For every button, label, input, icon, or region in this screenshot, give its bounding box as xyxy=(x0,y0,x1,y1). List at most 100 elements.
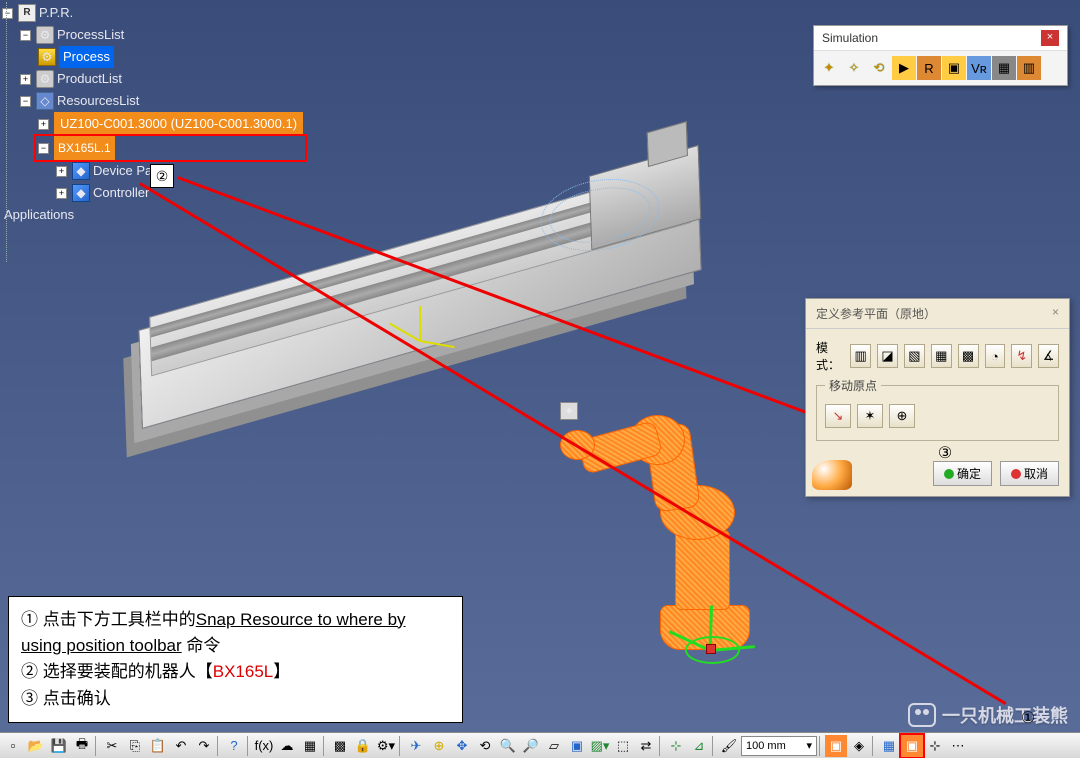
expander-icon[interactable]: + xyxy=(56,166,67,177)
watermark-text: 一只机械工装熊 xyxy=(942,702,1068,728)
fit-all-icon[interactable]: ⊕ xyxy=(428,735,450,757)
sim-record-icon[interactable]: ▦ xyxy=(992,56,1016,80)
cut-icon[interactable]: ✂ xyxy=(101,735,123,757)
tree-root[interactable]: − R P.P.R. xyxy=(0,2,305,24)
mode-angle-icon[interactable]: ∡ xyxy=(1038,344,1059,368)
position-icon[interactable]: ⊹ xyxy=(924,735,946,757)
mode-xz-icon[interactable]: ▧ xyxy=(904,344,925,368)
instruction-box: ① 点击下方工具栏中的Snap Resource to where by usi… xyxy=(8,596,463,723)
controller-icon: ◆ xyxy=(72,184,90,202)
simulation-title: Simulation xyxy=(822,31,878,45)
mode-label: 模式： xyxy=(816,339,844,373)
tree-process[interactable]: ⚙ Process xyxy=(36,46,305,68)
mode-xy-icon[interactable]: ▥ xyxy=(850,344,871,368)
save-icon[interactable]: 💾 xyxy=(48,735,70,757)
compass-icon xyxy=(812,460,852,490)
sim-film-icon[interactable]: ▥ xyxy=(1017,56,1041,80)
mode-yz-icon[interactable]: ◪ xyxy=(877,344,898,368)
hide-show-icon[interactable]: ⬚ xyxy=(612,735,634,757)
cube-icon: ◇ xyxy=(36,92,54,110)
measure-icon[interactable]: ⊿ xyxy=(688,735,710,757)
cancel-button[interactable]: 取消 xyxy=(1000,461,1059,486)
robot-compass-icon[interactable] xyxy=(670,592,750,652)
normal-view-icon[interactable]: ▱ xyxy=(543,735,565,757)
print-icon[interactable]: 🖶 xyxy=(71,735,93,757)
open-icon[interactable]: 📂 xyxy=(25,735,47,757)
move-origin-label: 移动原点 xyxy=(825,377,881,394)
simulation-toolbar: ✦ ✧ ⟲ ▶ R ▣ Vʀ ▦ ▥ xyxy=(814,51,1067,85)
annotation-3: ③ xyxy=(933,441,957,465)
robot-icon: ✦ xyxy=(560,402,578,420)
origin-point-icon[interactable]: ↘ xyxy=(825,404,851,428)
tree-controller[interactable]: + ◆ Controller xyxy=(54,182,305,204)
tree-productlist[interactable]: + ⚙ ProductList xyxy=(18,68,305,90)
gear-icon: ⚙ xyxy=(36,26,54,44)
axis-icon[interactable]: ⊹ xyxy=(665,735,687,757)
swap-icon[interactable]: ⇄ xyxy=(635,735,657,757)
mode-axis-icon[interactable]: ↯ xyxy=(1011,344,1032,368)
sim-teach-icon[interactable]: ✧ xyxy=(842,56,866,80)
tree-productlist-label: ProductList xyxy=(57,68,122,90)
mode-box2-icon[interactable]: ▩ xyxy=(958,344,979,368)
fly-icon[interactable]: ✈ xyxy=(405,735,427,757)
iso-view-icon[interactable]: ▣ xyxy=(566,735,588,757)
instruction-line-3: ③ 点击确认 xyxy=(21,686,450,712)
sim-robot-icon[interactable]: R xyxy=(917,56,941,80)
lock-icon[interactable]: 🔒 xyxy=(352,735,374,757)
resource-icon[interactable]: ▦ xyxy=(878,735,900,757)
tree-uz100[interactable]: + ✦ UZ100-C001.3000 (UZ100-C001.3000.1) xyxy=(36,112,305,136)
sim-task-icon[interactable]: ▣ xyxy=(942,56,966,80)
paste-icon[interactable]: 📋 xyxy=(147,735,169,757)
tree-processlist[interactable]: − ⚙ ProcessList xyxy=(18,24,305,46)
expander-icon[interactable]: − xyxy=(38,143,49,154)
close-icon[interactable]: × xyxy=(1052,305,1059,322)
expander-icon[interactable]: + xyxy=(20,74,31,85)
grid-icon[interactable]: ▩ xyxy=(329,735,351,757)
bottom-toolbar: ▫ 📂 💾 🖶 ✂ ⎘ 📋 ↶ ↷ ? f(x) ☁ ▦ ▩ 🔒 ⚙▾ ✈ ⊕ … xyxy=(0,732,1080,758)
new-icon[interactable]: ▫ xyxy=(2,735,24,757)
pan-icon[interactable]: ✥ xyxy=(451,735,473,757)
origin-offset-icon[interactable]: ⊕ xyxy=(889,404,915,428)
redo-icon[interactable]: ↷ xyxy=(193,735,215,757)
copy-icon[interactable]: ⎘ xyxy=(124,735,146,757)
tree-uz100-label: UZ100-C001.3000 (UZ100-C001.3000.1) xyxy=(54,112,303,136)
snap-icon[interactable]: ◈ xyxy=(848,735,870,757)
tree-bx165l[interactable]: − ✦ BX165L.1 xyxy=(36,136,305,160)
undo-icon[interactable]: ↶ xyxy=(170,735,192,757)
sim-view-icon[interactable]: Vʀ xyxy=(967,56,991,80)
options-icon[interactable]: ⚙▾ xyxy=(375,735,397,757)
length-combo[interactable]: 100 mm▾ xyxy=(741,736,817,756)
zoom-out-icon[interactable]: 🔎 xyxy=(520,735,542,757)
sim-play-icon[interactable]: ▶ xyxy=(892,56,916,80)
device-icon: ◆ xyxy=(72,162,90,180)
design-table-icon[interactable]: ▦ xyxy=(299,735,321,757)
formula-icon[interactable]: f(x) xyxy=(253,735,275,757)
shading-icon[interactable]: ▨▾ xyxy=(589,735,611,757)
zoom-in-icon[interactable]: 🔍 xyxy=(497,735,519,757)
snap-resource-icon[interactable]: ▣ xyxy=(901,735,923,757)
mode-circle-icon[interactable]: ◔ xyxy=(985,344,1006,368)
define-reference-plane-dialog: 定义参考平面（原地） × 模式： ▥ ◪ ▧ ▦ ▩ ◔ ↯ ∡ 移动原点 ↘ … xyxy=(805,298,1070,497)
brush-icon[interactable]: 🖌 xyxy=(718,735,740,757)
more-icon[interactable]: ⋯ xyxy=(947,735,969,757)
tree-resourceslist[interactable]: − ◇ ResourcesList xyxy=(18,90,305,112)
mode-box1-icon[interactable]: ▦ xyxy=(931,344,952,368)
expander-icon[interactable]: + xyxy=(56,188,67,199)
close-icon[interactable]: × xyxy=(1041,30,1059,46)
help-icon[interactable]: ? xyxy=(223,735,245,757)
rotate-icon[interactable]: ⟲ xyxy=(474,735,496,757)
simulation-panel: Simulation × ✦ ✧ ⟲ ▶ R ▣ Vʀ ▦ ▥ xyxy=(813,25,1068,86)
instruction-line-1: ① 点击下方工具栏中的Snap Resource to where by usi… xyxy=(21,607,450,660)
ppr-icon: R xyxy=(18,4,36,22)
catalog-icon[interactable]: ▣ xyxy=(825,735,847,757)
dialog-title: 定义参考平面（原地） xyxy=(816,305,936,322)
expander-icon[interactable]: + xyxy=(38,119,49,130)
sim-jog-icon[interactable]: ✦ xyxy=(817,56,841,80)
robot-bx165l-model[interactable] xyxy=(560,400,820,660)
origin-center-icon[interactable]: ✶ xyxy=(857,404,883,428)
sim-move-icon[interactable]: ⟲ xyxy=(867,56,891,80)
expander-icon[interactable]: − xyxy=(20,96,31,107)
expander-icon[interactable]: − xyxy=(20,30,31,41)
tree-processlist-label: ProcessList xyxy=(57,24,124,46)
knowledge-icon[interactable]: ☁ xyxy=(276,735,298,757)
